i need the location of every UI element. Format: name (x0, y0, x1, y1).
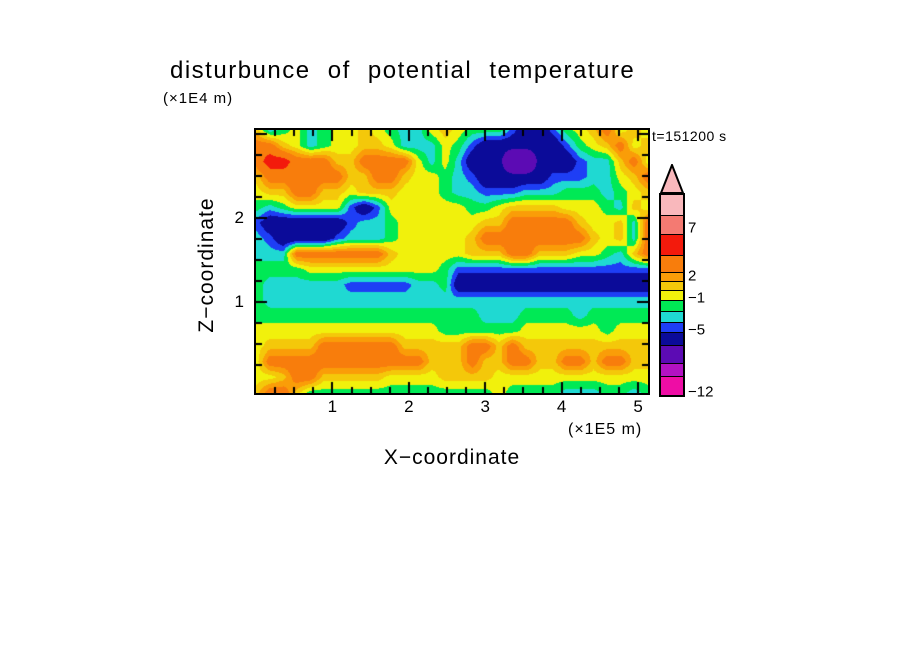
colorbar-segment (661, 255, 683, 272)
x-axis-unit-label: (×1E5 m) (568, 421, 643, 438)
colorbar-segment (661, 215, 683, 234)
plot-frame (254, 128, 650, 395)
colorbar-segment (661, 345, 683, 363)
x-tick-label: 2 (404, 397, 414, 416)
colorbar-tick-label: 7 (688, 219, 697, 237)
colorbar-segment (661, 322, 683, 332)
colorbar-segment (661, 195, 683, 215)
z-tick-label: 2 (234, 208, 244, 228)
chart-title: disturbunce of potential temperature (170, 57, 636, 84)
x-tick-label: 1 (327, 397, 338, 416)
y-axis-label: Z−coordinate (195, 197, 218, 333)
colorbar-segment (661, 272, 683, 281)
colorbar-segment (661, 234, 683, 255)
colorbar-segment (661, 332, 683, 345)
colorbar-segment (661, 363, 683, 376)
colorbar-tick-label: −12 (688, 383, 714, 401)
colorbar-tick-label: 2 (688, 267, 697, 285)
time-annotation: t=151200 s (652, 128, 727, 144)
x-tick-label: 4 (556, 397, 567, 416)
colorbar-arrow-icon (659, 162, 685, 194)
colorbar-segment (661, 281, 683, 290)
colorbar-tick-label: −5 (688, 321, 706, 339)
colorbar-segment (661, 290, 683, 300)
z-tick-label: 1 (234, 292, 244, 312)
colorbar-segment (661, 376, 683, 395)
x-tick-label: 5 (633, 397, 643, 416)
colorbar-tick-label: −1 (688, 289, 706, 307)
y-axis-unit-label: (×1E4 m) (163, 90, 234, 107)
colorbar-segment (661, 300, 683, 311)
x-axis-label: X−coordinate (383, 446, 521, 469)
contour-plot-canvas (256, 130, 648, 393)
x-tick-label: 3 (480, 397, 490, 416)
colorbar-segment (661, 311, 683, 322)
colorbar (659, 193, 685, 397)
